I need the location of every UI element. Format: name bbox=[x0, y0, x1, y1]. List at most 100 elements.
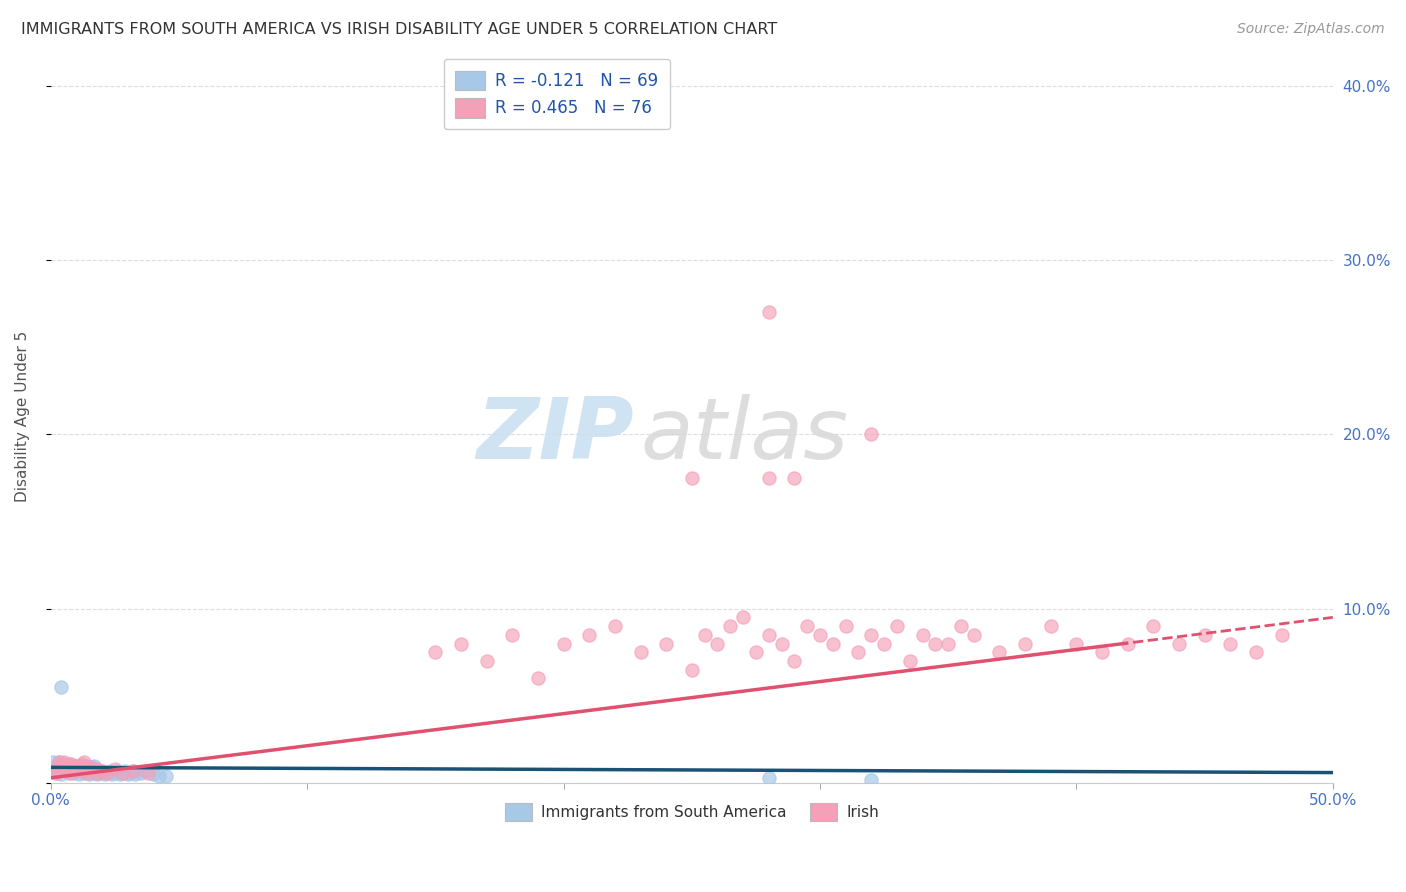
Point bbox=[107, 764, 129, 778]
Point bbox=[63, 760, 86, 774]
Legend: Immigrants from South America, Irish: Immigrants from South America, Irish bbox=[499, 797, 886, 827]
Point bbox=[63, 762, 86, 776]
Point bbox=[52, 758, 75, 772]
Point bbox=[52, 758, 75, 772]
Point bbox=[42, 755, 65, 769]
Point bbox=[630, 645, 652, 659]
Point bbox=[55, 758, 77, 772]
Point bbox=[86, 767, 108, 781]
Point bbox=[60, 765, 83, 780]
Point bbox=[148, 769, 170, 783]
Point bbox=[136, 765, 159, 780]
Point bbox=[83, 758, 105, 772]
Point bbox=[1014, 636, 1036, 650]
Text: atlas: atlas bbox=[641, 393, 849, 476]
Point bbox=[79, 767, 101, 781]
Point bbox=[834, 619, 856, 633]
Point bbox=[120, 765, 142, 780]
Point bbox=[758, 628, 780, 642]
Point bbox=[49, 680, 72, 694]
Point bbox=[70, 762, 93, 776]
Point bbox=[425, 645, 447, 659]
Text: Source: ZipAtlas.com: Source: ZipAtlas.com bbox=[1237, 22, 1385, 37]
Point bbox=[808, 628, 831, 642]
Point bbox=[76, 758, 98, 772]
Point bbox=[89, 765, 111, 780]
Point bbox=[1066, 636, 1088, 650]
Point bbox=[898, 654, 921, 668]
Point bbox=[55, 764, 77, 778]
Point bbox=[58, 765, 80, 780]
Point bbox=[67, 762, 90, 776]
Point bbox=[733, 610, 755, 624]
Point bbox=[886, 619, 908, 633]
Point bbox=[1219, 636, 1241, 650]
Point bbox=[122, 764, 145, 778]
Point bbox=[770, 636, 793, 650]
Y-axis label: Disability Age Under 5: Disability Age Under 5 bbox=[15, 331, 30, 502]
Point bbox=[49, 760, 72, 774]
Point bbox=[79, 760, 101, 774]
Point bbox=[108, 767, 131, 781]
Point bbox=[58, 758, 80, 772]
Point bbox=[655, 636, 678, 650]
Point bbox=[76, 762, 98, 776]
Point bbox=[79, 762, 101, 776]
Point bbox=[65, 762, 87, 776]
Point bbox=[80, 762, 103, 776]
Point bbox=[155, 769, 177, 783]
Point bbox=[873, 636, 896, 650]
Point bbox=[52, 760, 75, 774]
Point bbox=[49, 756, 72, 771]
Point bbox=[48, 756, 70, 771]
Point bbox=[65, 758, 87, 772]
Point bbox=[70, 760, 93, 774]
Point bbox=[681, 663, 703, 677]
Point bbox=[142, 767, 165, 781]
Point bbox=[1244, 645, 1267, 659]
Point bbox=[911, 628, 934, 642]
Point bbox=[70, 762, 93, 776]
Point bbox=[860, 772, 883, 787]
Point bbox=[67, 758, 90, 772]
Point bbox=[860, 628, 883, 642]
Point bbox=[111, 765, 134, 780]
Point bbox=[124, 767, 146, 781]
Text: IMMIGRANTS FROM SOUTH AMERICA VS IRISH DISABILITY AGE UNDER 5 CORRELATION CHART: IMMIGRANTS FROM SOUTH AMERICA VS IRISH D… bbox=[21, 22, 778, 37]
Point bbox=[1116, 636, 1139, 650]
Text: ZIP: ZIP bbox=[477, 393, 634, 476]
Point bbox=[52, 755, 75, 769]
Point bbox=[758, 471, 780, 485]
Point bbox=[83, 764, 105, 778]
Point bbox=[706, 636, 728, 650]
Point bbox=[745, 645, 768, 659]
Point bbox=[73, 755, 96, 769]
Point bbox=[578, 628, 600, 642]
Point bbox=[950, 619, 973, 633]
Point bbox=[924, 636, 946, 650]
Point bbox=[783, 654, 806, 668]
Point bbox=[45, 765, 67, 780]
Point bbox=[86, 762, 108, 776]
Point bbox=[52, 762, 75, 776]
Point bbox=[963, 628, 986, 642]
Point bbox=[76, 765, 98, 780]
Point bbox=[1168, 636, 1191, 650]
Point bbox=[1039, 619, 1062, 633]
Point bbox=[48, 755, 70, 769]
Point bbox=[860, 427, 883, 442]
Point bbox=[96, 765, 118, 780]
Point bbox=[60, 760, 83, 774]
Point bbox=[55, 764, 77, 778]
Point bbox=[52, 756, 75, 771]
Point bbox=[101, 767, 124, 781]
Point bbox=[693, 628, 716, 642]
Point bbox=[65, 764, 87, 778]
Point bbox=[80, 765, 103, 780]
Point bbox=[76, 764, 98, 778]
Point bbox=[114, 764, 136, 778]
Point bbox=[104, 765, 127, 780]
Point bbox=[67, 758, 90, 772]
Point bbox=[65, 760, 87, 774]
Point bbox=[758, 305, 780, 319]
